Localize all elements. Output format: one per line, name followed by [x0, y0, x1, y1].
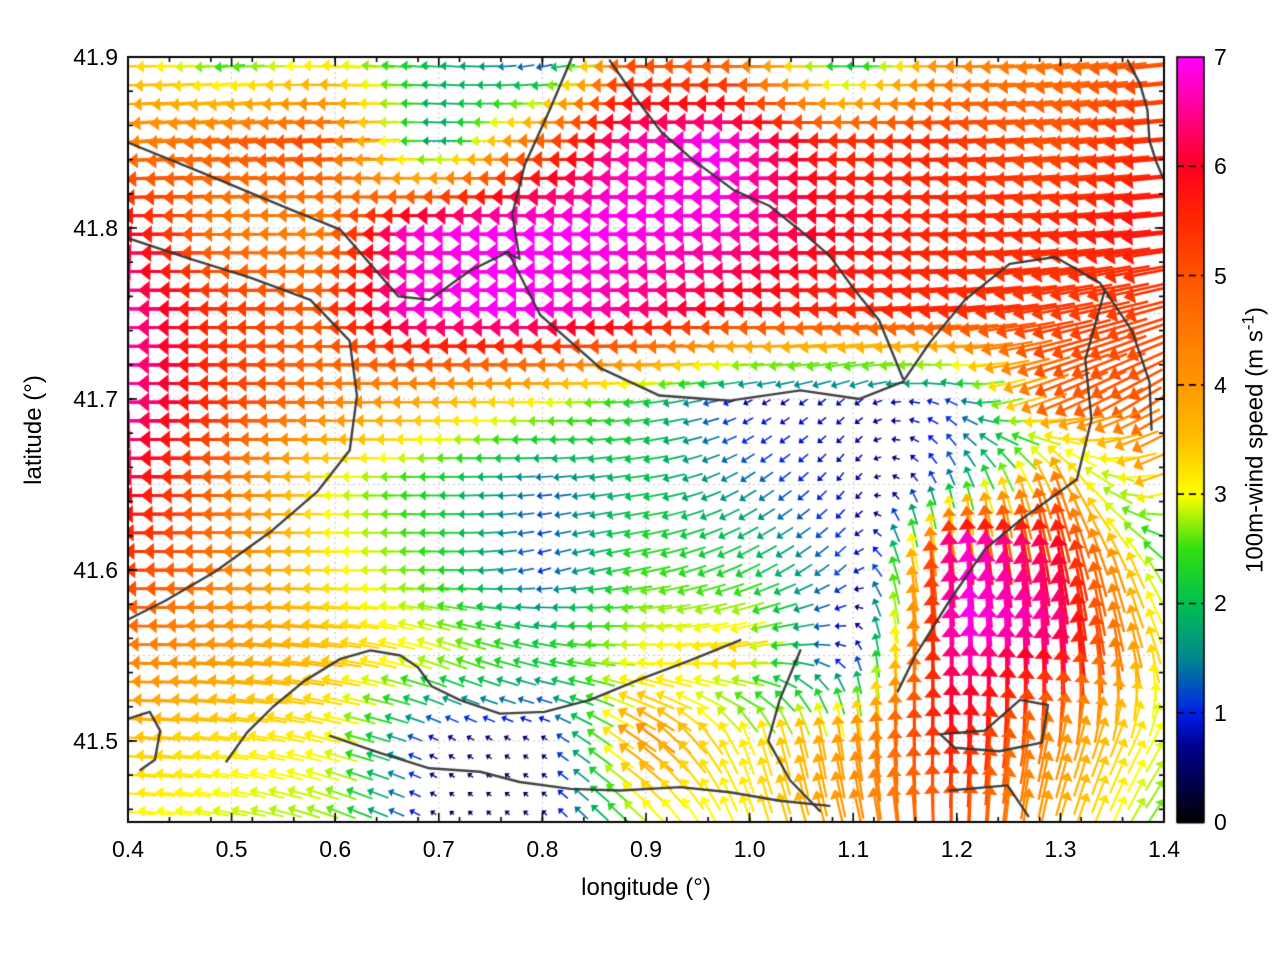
x-axis-title: longitude (°) [581, 874, 711, 901]
x-tick-label: 1.1 [837, 836, 870, 862]
colorbar-tick-label: 4 [1214, 371, 1227, 398]
x-tick-label: 0.7 [422, 836, 455, 862]
colorbar-title-text: 100m-wind speed (m s [1241, 329, 1269, 573]
colorbar-title-superscript: -1 [1238, 314, 1258, 330]
x-tick-label: 1.0 [733, 836, 766, 862]
colorbar-tick-label: 1 [1214, 699, 1227, 726]
colorbar-tick-label: 7 [1214, 44, 1227, 70]
colorbar-tick-label: 5 [1214, 262, 1227, 289]
y-tick-label: 41.5 [73, 727, 118, 754]
x-tick-label: 1.4 [1148, 836, 1180, 862]
x-tick-label: 0.5 [215, 836, 248, 862]
x-tick-label: 0.6 [319, 836, 352, 862]
y-tick-label: 41.6 [73, 556, 118, 583]
x-tick-label: 1.2 [940, 836, 973, 862]
colorbar-tick-label: 6 [1214, 153, 1227, 180]
x-tick-label: 0.9 [630, 836, 662, 862]
colorbar-title: 100m-wind speed (m s-1) [1239, 307, 1270, 573]
colorbar-tick-label: 3 [1214, 481, 1227, 508]
colorbar-title-close: ) [1241, 306, 1269, 315]
colorbar-tick-label: 0 [1214, 809, 1227, 835]
x-tick-label: 1.3 [1044, 836, 1077, 862]
x-tick-label: 0.8 [526, 836, 559, 862]
colorbar-tick-label: 2 [1214, 590, 1227, 617]
y-tick-label: 41.7 [73, 385, 118, 412]
y-tick-label: 41.8 [73, 214, 118, 241]
x-tick-label: 0.4 [112, 836, 144, 862]
y-tick-label: 41.9 [73, 44, 118, 70]
y-axis-title: latitude (°) [20, 374, 47, 485]
